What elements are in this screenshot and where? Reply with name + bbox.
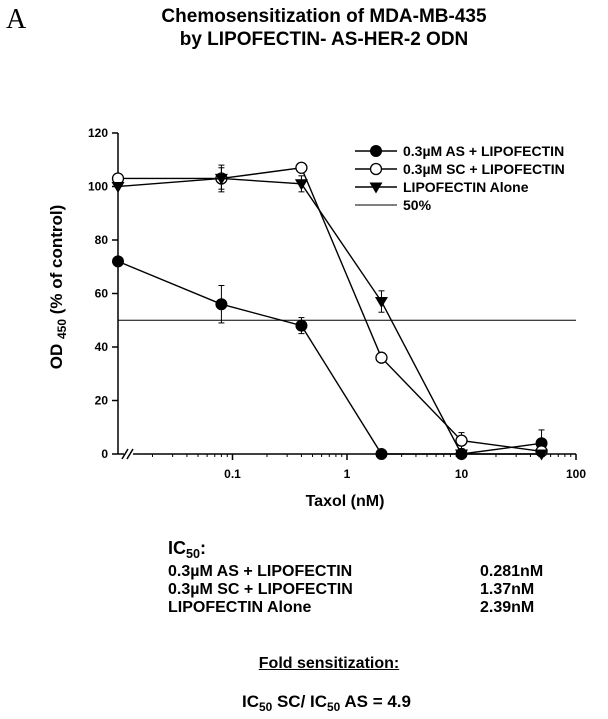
axis-break-gap xyxy=(124,450,133,458)
legend-label: 0.3µM AS + LIPOFECTIN xyxy=(403,143,564,159)
legend-label: 0.3µM SC + LIPOFECTIN xyxy=(403,161,565,177)
chart-title-line1: Chemosensitization of MDA-MB-435 xyxy=(161,6,487,27)
data-point xyxy=(375,351,388,364)
x-tick-label: 1 xyxy=(344,467,351,481)
y-tick-label: 100 xyxy=(88,180,108,194)
data-point xyxy=(112,255,124,268)
chart-title-line2: by LIPOFECTIN- AS-HER-2 ODN xyxy=(179,29,469,50)
series-0 xyxy=(112,255,548,460)
ic50-value: 0.281nM xyxy=(480,563,544,580)
data-point xyxy=(215,298,228,311)
ic50-row-as: 0.3µM AS + LIPOFECTIN 0.281nM xyxy=(168,563,568,581)
data-point xyxy=(111,181,125,193)
x-tick-label: 100 xyxy=(566,467,586,481)
series-group xyxy=(111,161,549,461)
y-axis-label: OD 450 (% of control) xyxy=(47,205,69,370)
y-tick-label: 60 xyxy=(95,287,109,301)
ic50-row-alone: LIPOFECTIN Alone 2.39nM xyxy=(168,599,568,617)
series-line xyxy=(117,260,542,455)
y-tick-label: 80 xyxy=(95,233,109,247)
data-point xyxy=(375,448,388,460)
ic50-label: LIPOFECTIN Alone xyxy=(168,599,312,616)
x-axis-label: Taxol (nM) xyxy=(306,493,385,510)
x-tick-label: 10 xyxy=(455,467,469,481)
ic50-label: 0.3µM SC + LIPOFECTIN xyxy=(168,581,353,598)
ic50-value: 2.39nM xyxy=(480,599,535,616)
data-point xyxy=(455,449,468,461)
axis-break-mark xyxy=(121,448,129,460)
data-point xyxy=(295,319,308,332)
data-point xyxy=(214,173,228,185)
series-1 xyxy=(111,161,548,458)
y-tick-label: 0 xyxy=(101,447,108,461)
data-point xyxy=(369,162,383,176)
data-point xyxy=(370,145,382,157)
ic50-value: 1.37nM xyxy=(480,581,535,598)
data-point xyxy=(374,296,388,309)
data-point xyxy=(295,161,308,174)
legend-label: LIPOFECTIN Alone xyxy=(403,179,529,195)
y-tick-label: 40 xyxy=(95,340,109,354)
ic50-label: 0.3µM AS + LIPOFECTIN xyxy=(168,563,353,580)
axis-break-mark xyxy=(126,448,134,460)
legend-label: 50% xyxy=(403,197,432,213)
legend: 0.3µM AS + LIPOFECTIN 0.3µM SC + LIPOFECT… xyxy=(355,143,565,213)
ic50-section: IC50: 0.3µM AS + LIPOFECTIN 0.281nM 0.3µ… xyxy=(168,538,568,617)
panel-letter: A xyxy=(6,4,27,35)
data-point xyxy=(294,179,308,191)
x-tick-label: 0.1 xyxy=(224,467,241,481)
ic50-heading: IC50: xyxy=(168,538,207,561)
series-line xyxy=(118,167,542,453)
series-line xyxy=(117,177,542,455)
ic50-ratio: IC50 SC/ IC50 AS = 4.9 xyxy=(242,692,411,714)
ic50-row-sc: 0.3µM SC + LIPOFECTIN 1.37nM xyxy=(168,581,568,599)
series-2 xyxy=(111,164,549,461)
y-tick-label: 120 xyxy=(88,126,108,140)
data-point xyxy=(455,434,468,447)
y-tick-label: 20 xyxy=(95,394,109,408)
chart-svg: 0 20 40 60 80 100 120 0.1 1 10 100 0.3µM AS + LIPO… xyxy=(47,126,586,510)
data-point xyxy=(369,182,383,194)
fold-sensitization-heading: Fold sensitization: xyxy=(258,655,400,672)
data-point xyxy=(535,449,549,461)
